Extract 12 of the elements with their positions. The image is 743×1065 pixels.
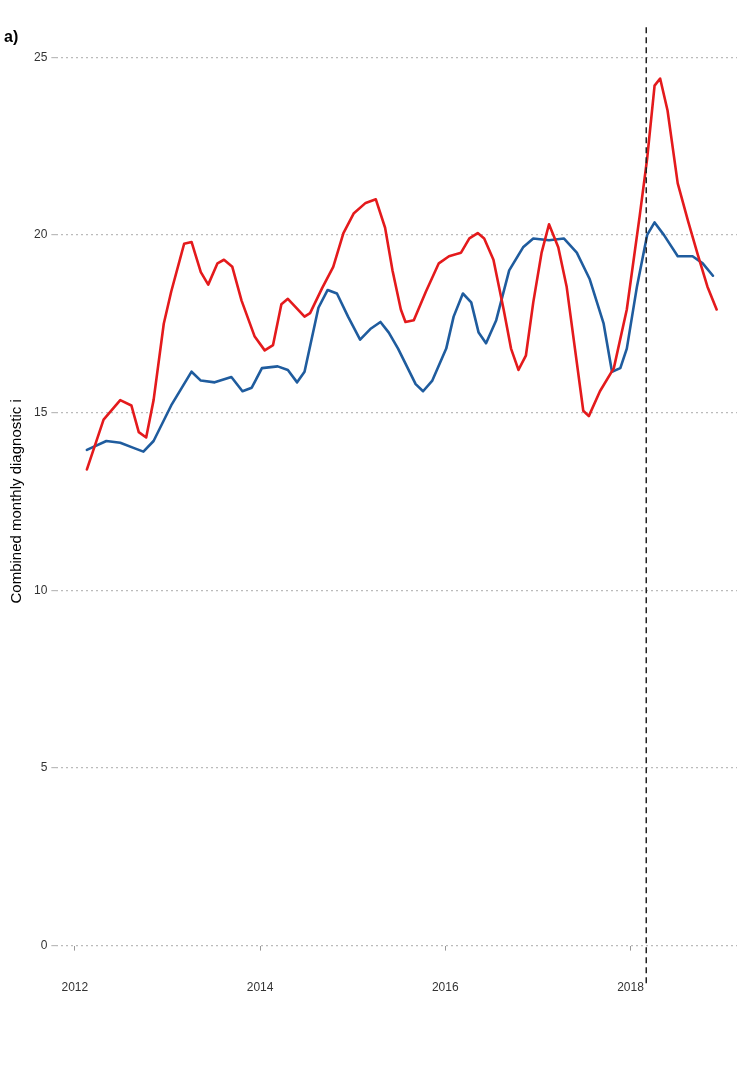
y-tick-label: 10 (33, 582, 48, 597)
y-tick-label: 15 (33, 404, 48, 419)
x-tick-label: 2016 (431, 980, 459, 995)
y-axis-title: Combined monthly diagnostic i (7, 399, 25, 604)
y-tick-label: 20 (33, 227, 48, 242)
chart-title: a) (4, 28, 19, 46)
x-tick-label: 2012 (61, 980, 89, 995)
x-tick-label: 2018 (617, 980, 645, 995)
y-tick-label: 5 (40, 760, 48, 775)
y-tick-label: 0 (40, 937, 48, 952)
y-tick-label: 25 (33, 49, 48, 64)
x-tick-label: 2014 (246, 980, 274, 995)
